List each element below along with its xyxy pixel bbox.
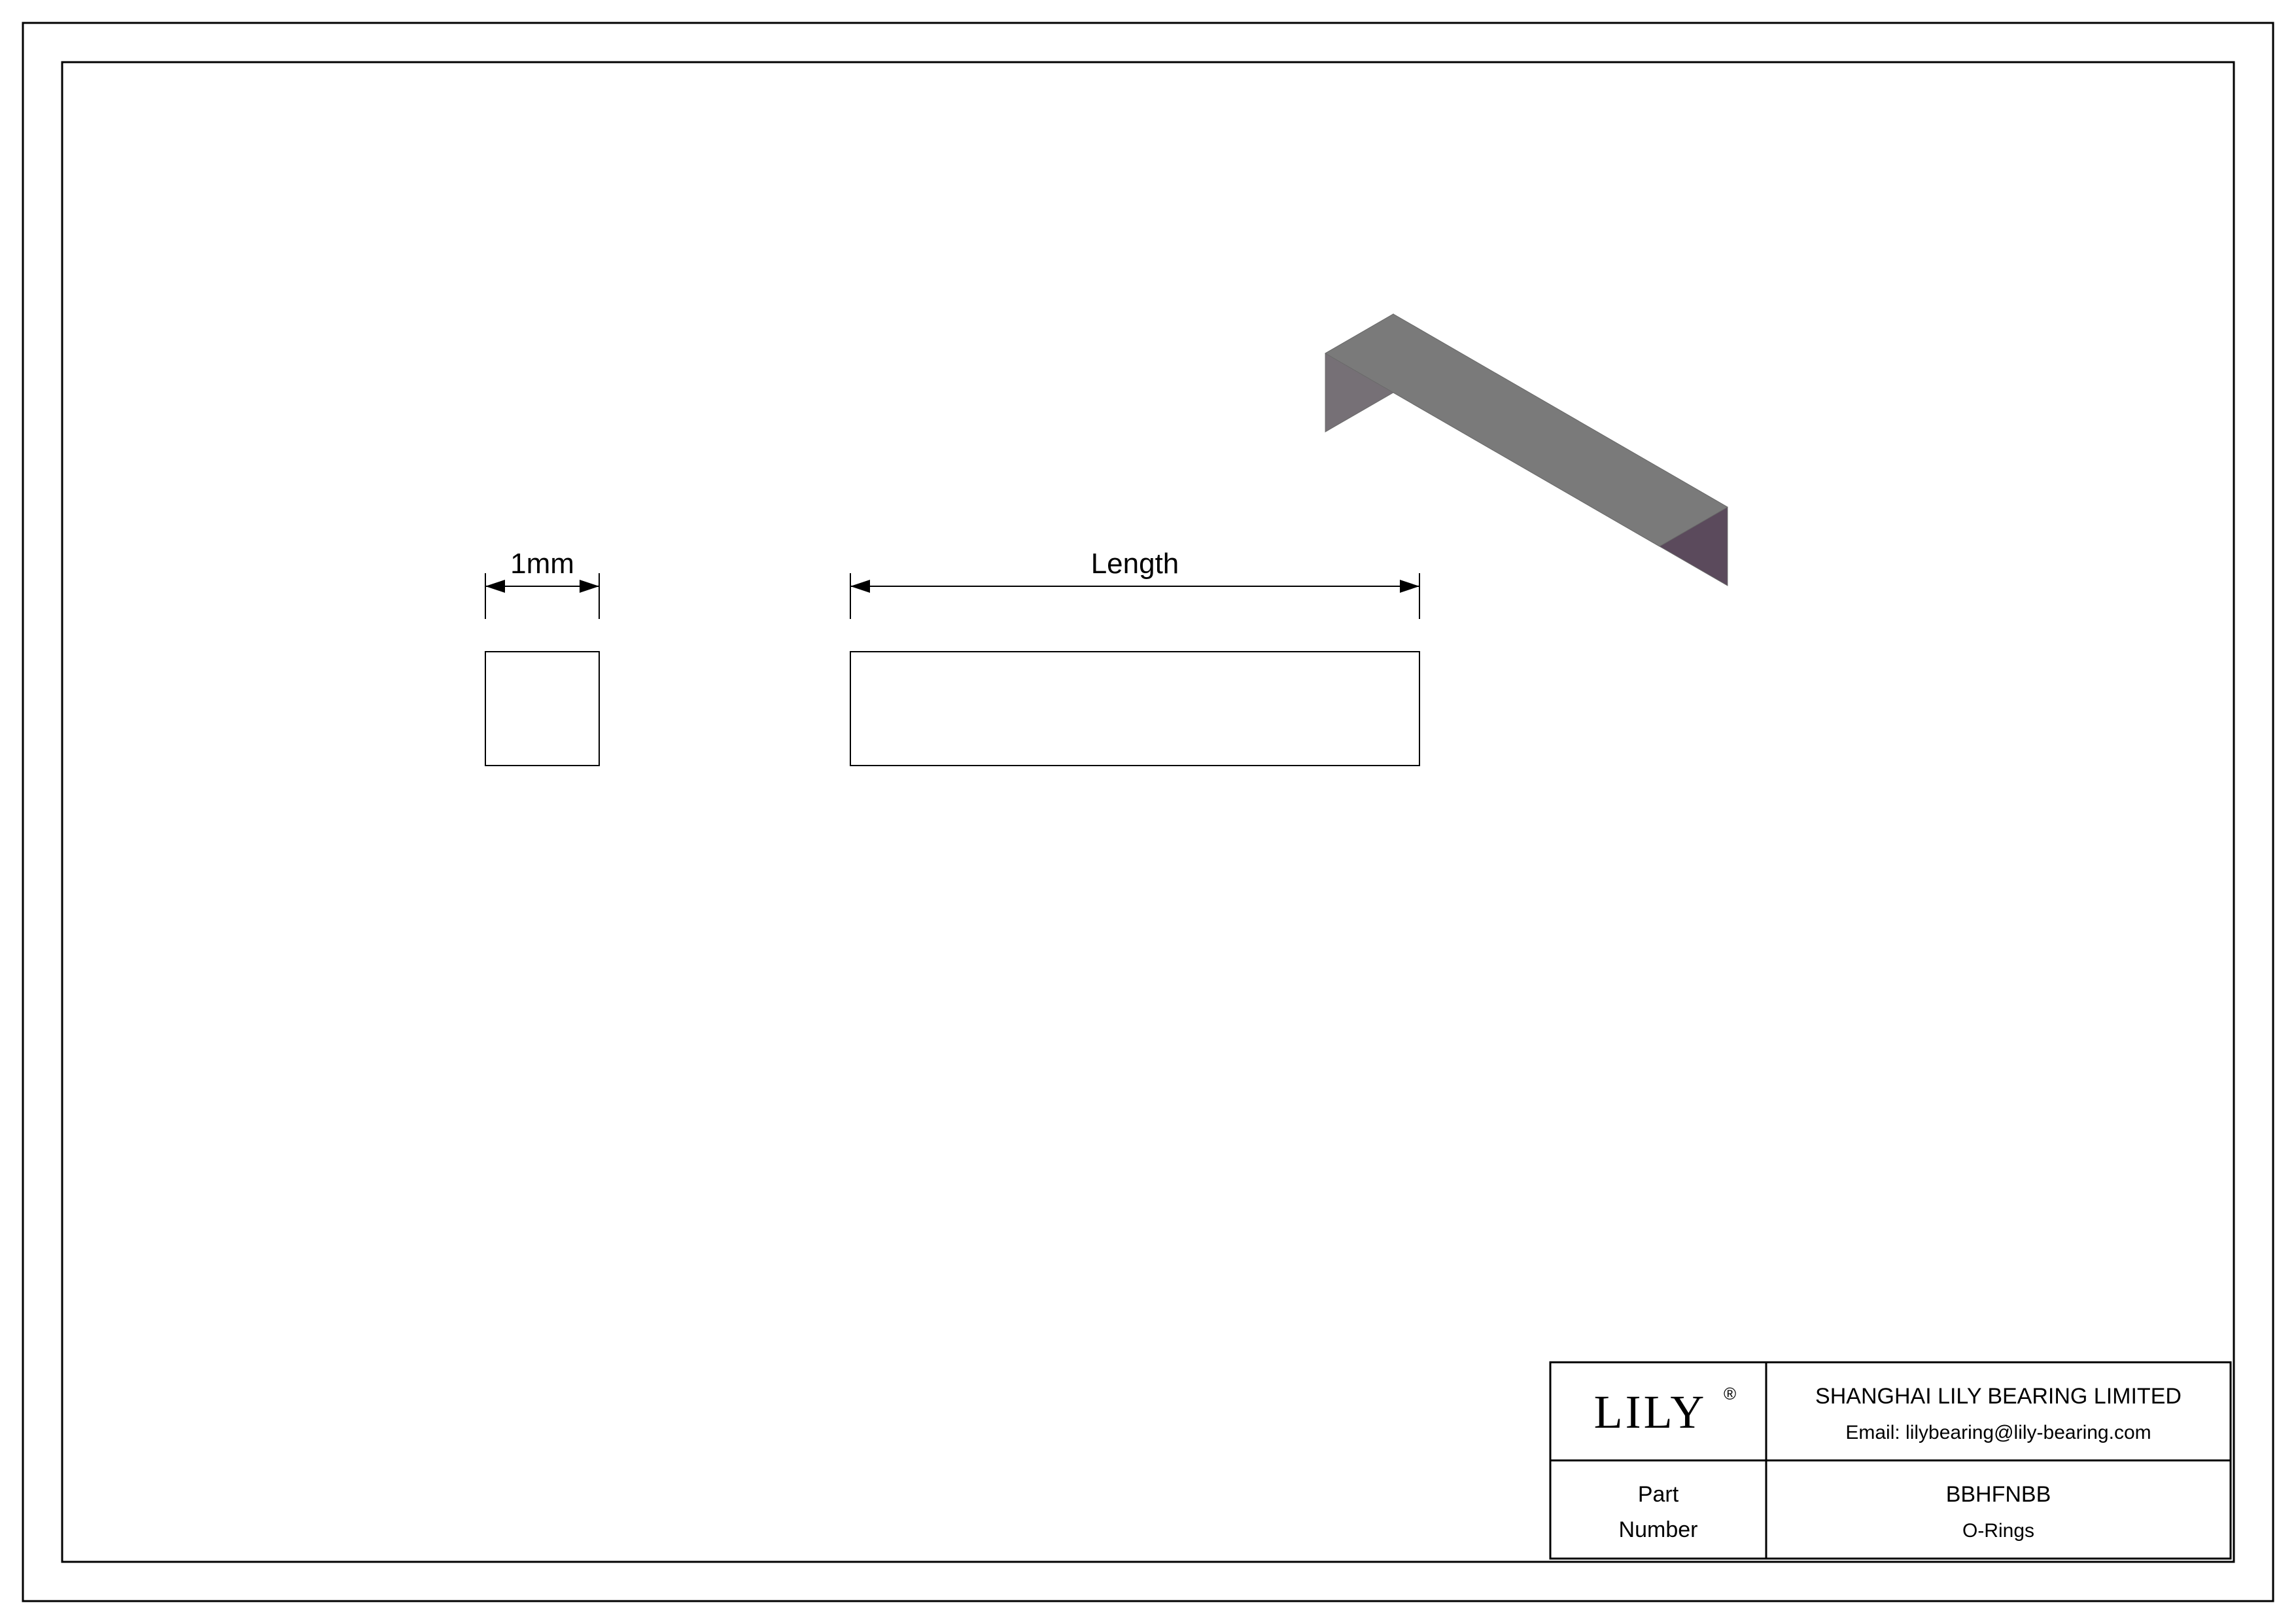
drawing-area: 1mm Length LILY ® SHANGHAI LILY BEARING LIMI… [0, 0, 2296, 1624]
company-name: SHANGHAI LILY BEARING LIMITED [1815, 1384, 2182, 1409]
logo-trademark: ® [1724, 1384, 1736, 1403]
logo-text: LILY [1594, 1386, 1707, 1438]
page: 1mm Length LILY ® SHANGHAI LILY BEARING LIMI… [0, 0, 2296, 1624]
company-email: Email: lilybearing@lily-bearing.com [1845, 1422, 2151, 1443]
width-dimension-label: 1mm [510, 548, 574, 580]
part-description: O-Rings [1962, 1520, 2034, 1542]
length-dimension-label: Length [1091, 548, 1179, 580]
part-number-label-2: Number [1619, 1517, 1698, 1542]
part-number-value: BBHFNBB [1946, 1482, 2051, 1507]
part-number-label-1: Part [1638, 1482, 1679, 1507]
drawing-svg: 1mm Length LILY ® SHANGHAI LILY BEARING LIMI… [0, 0, 2296, 1624]
